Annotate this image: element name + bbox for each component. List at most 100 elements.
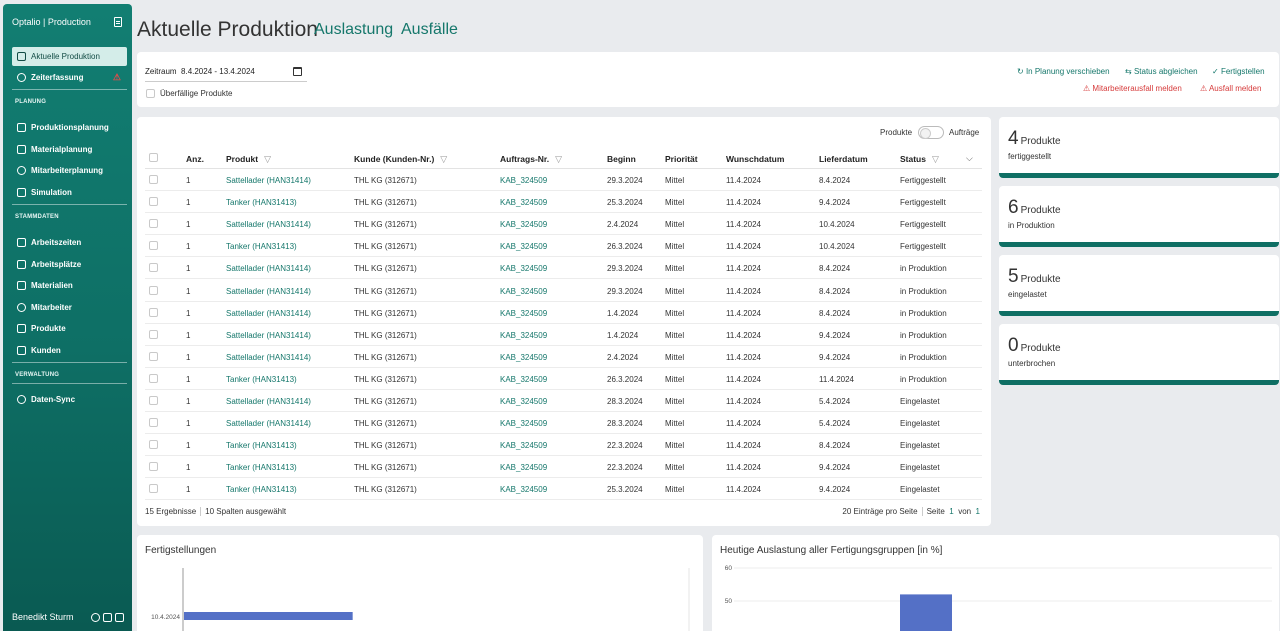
in-planung-verschieben-button[interactable]: ↻ In Planung verschieben bbox=[1017, 67, 1110, 76]
sidebar-item-materialplanung[interactable]: Materialplanung bbox=[12, 140, 127, 159]
sidebar-item-simulation[interactable]: Simulation bbox=[12, 183, 127, 202]
row-checkbox[interactable] bbox=[149, 219, 158, 229]
cell-auftrag[interactable]: KAB_324509 bbox=[500, 242, 548, 252]
table-row[interactable]: 1 Sattellader (HAN31414) THL KG (312671) KA… bbox=[145, 346, 982, 368]
row-checkbox[interactable] bbox=[149, 351, 158, 361]
cell-auftrag[interactable]: KAB_324509 bbox=[500, 176, 548, 185]
sidebar-item-kunden[interactable]: Kunden bbox=[12, 341, 127, 360]
column-header-prioritaet[interactable]: Priorität bbox=[665, 154, 698, 164]
cell-produkt[interactable]: Tanker (HAN31413) bbox=[226, 374, 297, 384]
table-row[interactable]: 1 Sattellader (HAN31414) THL KG (312671) KA… bbox=[145, 257, 982, 280]
page-size-select[interactable]: 20 Einträge pro Seite bbox=[842, 507, 918, 516]
sidebar-item-aktuelle-produktion[interactable]: Aktuelle Produktion bbox=[12, 47, 127, 66]
cell-produkt[interactable]: Sattellader (HAN31414) bbox=[226, 176, 311, 185]
table-row[interactable]: 1 Tanker (HAN31413) THL KG (312671) KAB_324… bbox=[145, 478, 982, 501]
sidebar-item-arbeitsplaetze[interactable]: Arbeitsplätze bbox=[12, 255, 127, 274]
cell-auftrag[interactable]: KAB_324509 bbox=[500, 220, 548, 230]
settings-icon[interactable] bbox=[91, 612, 100, 622]
table-row[interactable]: 1 Sattellader (HAN31414) THL KG (312671) KA… bbox=[145, 390, 982, 412]
table-row[interactable]: 1 Tanker (HAN31413) THL KG (312671) KAB_324… bbox=[145, 368, 982, 390]
table-row[interactable]: 1 Tanker (HAN31413) THL KG (312671) KAB_324… bbox=[145, 434, 982, 457]
fertigstellen-button[interactable]: ✓ Fertigstellen bbox=[1212, 67, 1265, 76]
chevron-down-icon[interactable]: ⌵ bbox=[966, 153, 973, 163]
row-checkbox[interactable] bbox=[149, 440, 158, 450]
table-row[interactable]: 1 Sattellader (HAN31414) THL KG (312671) KA… bbox=[145, 324, 982, 346]
select-all-checkbox[interactable] bbox=[149, 153, 158, 162]
row-checkbox[interactable] bbox=[149, 241, 158, 251]
play-icon[interactable] bbox=[103, 612, 112, 622]
row-checkbox[interactable] bbox=[149, 329, 158, 339]
sidebar-item-arbeitszeiten[interactable]: Arbeitszeiten bbox=[12, 233, 127, 252]
filter-icon[interactable]: ▽ bbox=[264, 154, 272, 164]
column-header-auftragsnr[interactable]: Auftrags-Nr. ▽ bbox=[500, 154, 562, 165]
table-row[interactable]: 1 Sattellader (HAN31414) THL KG (312671) KA… bbox=[145, 412, 982, 435]
cell-produkt[interactable]: Sattellader (HAN31414) bbox=[226, 419, 311, 429]
row-checkbox[interactable] bbox=[149, 373, 158, 383]
stat-card-fertiggestellt[interactable]: 4 Produkte fertiggestellt bbox=[999, 117, 1279, 178]
calendar-icon[interactable] bbox=[293, 67, 302, 76]
tab-auslastung[interactable]: Auslastung bbox=[314, 21, 394, 38]
row-checkbox[interactable] bbox=[149, 197, 158, 207]
user-name[interactable]: Benedikt Sturm bbox=[12, 612, 74, 622]
cell-produkt[interactable]: Sattellader (HAN31414) bbox=[226, 352, 311, 362]
cell-auftrag[interactable]: KAB_324509 bbox=[500, 198, 548, 208]
filter-icon[interactable]: ▽ bbox=[931, 154, 939, 164]
document-icon[interactable] bbox=[114, 17, 122, 27]
table-row[interactable]: 1 Sattellader (HAN31414) THL KG (312671) KA… bbox=[145, 213, 982, 236]
row-checkbox[interactable] bbox=[149, 396, 158, 405]
sidebar-item-daten-sync[interactable]: Daten-Sync bbox=[12, 390, 127, 409]
tab-ausfaelle[interactable]: Ausfälle bbox=[401, 21, 458, 38]
column-header-status[interactable]: Status ▽ bbox=[900, 154, 939, 165]
cell-auftrag[interactable]: KAB_324509 bbox=[500, 374, 548, 384]
cell-produkt[interactable]: Tanker (HAN31413) bbox=[226, 198, 297, 208]
column-header-beginn[interactable]: Beginn bbox=[607, 154, 636, 164]
mitarbeiterausfall-melden-button[interactable]: ⚠ Mitarbeiterausfall melden bbox=[1083, 84, 1182, 93]
table-row[interactable]: 1 Tanker (HAN31413) THL KG (312671) KAB_324… bbox=[145, 191, 982, 214]
filter-icon[interactable]: ▽ bbox=[440, 154, 448, 164]
table-row[interactable]: 1 Sattellader (HAN31414) THL KG (312671) KA… bbox=[145, 280, 982, 302]
stat-card-eingelastet[interactable]: 5 Produkte eingelastet bbox=[999, 255, 1279, 316]
stat-card-in-produktion[interactable]: 6 Produkte in Produktion bbox=[999, 186, 1279, 247]
columns-selected[interactable]: 10 Spalten ausgewählt bbox=[205, 507, 287, 516]
page-input[interactable]: 1 bbox=[949, 507, 954, 516]
cell-auftrag[interactable]: KAB_324509 bbox=[500, 419, 548, 429]
cell-produkt[interactable]: Tanker (HAN31413) bbox=[226, 463, 297, 473]
cell-auftrag[interactable]: KAB_324509 bbox=[500, 286, 548, 296]
sidebar-item-mitarbeiterplanung[interactable]: Mitarbeiterplanung bbox=[12, 161, 127, 180]
status-abgleichen-button[interactable]: ⇆ Status abgleichen bbox=[1125, 67, 1198, 76]
cell-produkt[interactable]: Sattellader (HAN31414) bbox=[226, 308, 311, 318]
column-header-produkt[interactable]: Produkt ▽ bbox=[226, 154, 271, 165]
cell-produkt[interactable]: Tanker (HAN31413) bbox=[226, 485, 297, 495]
sidebar-item-produkte[interactable]: Produkte bbox=[12, 319, 127, 338]
sidebar-item-zeiterfassung[interactable]: Zeiterfassung ⚠ bbox=[12, 68, 127, 87]
filter-icon[interactable]: ▽ bbox=[555, 154, 563, 164]
cell-auftrag[interactable]: KAB_324509 bbox=[500, 308, 548, 318]
zeitraum-field[interactable]: Zeitraum 8.4.2024 - 13.4.2024 bbox=[145, 67, 255, 76]
logout-icon[interactable] bbox=[115, 612, 124, 622]
cell-auftrag[interactable]: KAB_324509 bbox=[500, 485, 548, 495]
row-checkbox[interactable] bbox=[149, 418, 158, 428]
cell-auftrag[interactable]: KAB_324509 bbox=[500, 330, 548, 340]
row-checkbox[interactable] bbox=[149, 307, 158, 317]
table-row[interactable]: 1 Tanker (HAN31413) THL KG (312671) KAB_324… bbox=[145, 456, 982, 479]
row-checkbox[interactable] bbox=[149, 263, 158, 273]
row-checkbox[interactable] bbox=[149, 484, 158, 494]
sidebar-item-materialien[interactable]: Materialien bbox=[12, 276, 127, 295]
column-header-wunschdatum[interactable]: Wunschdatum bbox=[726, 154, 784, 164]
cell-produkt[interactable]: Sattellader (HAN31414) bbox=[226, 264, 311, 274]
stat-card-unterbrochen[interactable]: 0 Produkte unterbrochen bbox=[999, 324, 1279, 385]
zeitraum-value[interactable]: 8.4.2024 - 13.4.2024 bbox=[181, 67, 255, 76]
cell-produkt[interactable]: Sattellader (HAN31414) bbox=[226, 286, 311, 296]
cell-produkt[interactable]: Sattellader (HAN31414) bbox=[226, 220, 311, 230]
column-header-anz[interactable]: Anz. bbox=[186, 154, 204, 164]
cell-produkt[interactable]: Sattellader (HAN31414) bbox=[226, 330, 311, 340]
column-header-kunde[interactable]: Kunde (Kunden-Nr.) ▽ bbox=[354, 154, 447, 165]
table-row[interactable]: 1 Sattellader (HAN31414) THL KG (312671) KA… bbox=[145, 302, 982, 324]
cell-auftrag[interactable]: KAB_324509 bbox=[500, 397, 548, 406]
table-row[interactable]: 1 Tanker (HAN31413) THL KG (312671) KAB_324… bbox=[145, 235, 982, 258]
cell-produkt[interactable]: Tanker (HAN31413) bbox=[226, 441, 297, 451]
cell-produkt[interactable]: Sattellader (HAN31414) bbox=[226, 397, 311, 406]
table-row[interactable]: 1 Sattellader (HAN31414) THL KG (312671) KA… bbox=[145, 169, 982, 191]
cell-produkt[interactable]: Tanker (HAN31413) bbox=[226, 242, 297, 252]
cell-auftrag[interactable]: KAB_324509 bbox=[500, 463, 548, 473]
